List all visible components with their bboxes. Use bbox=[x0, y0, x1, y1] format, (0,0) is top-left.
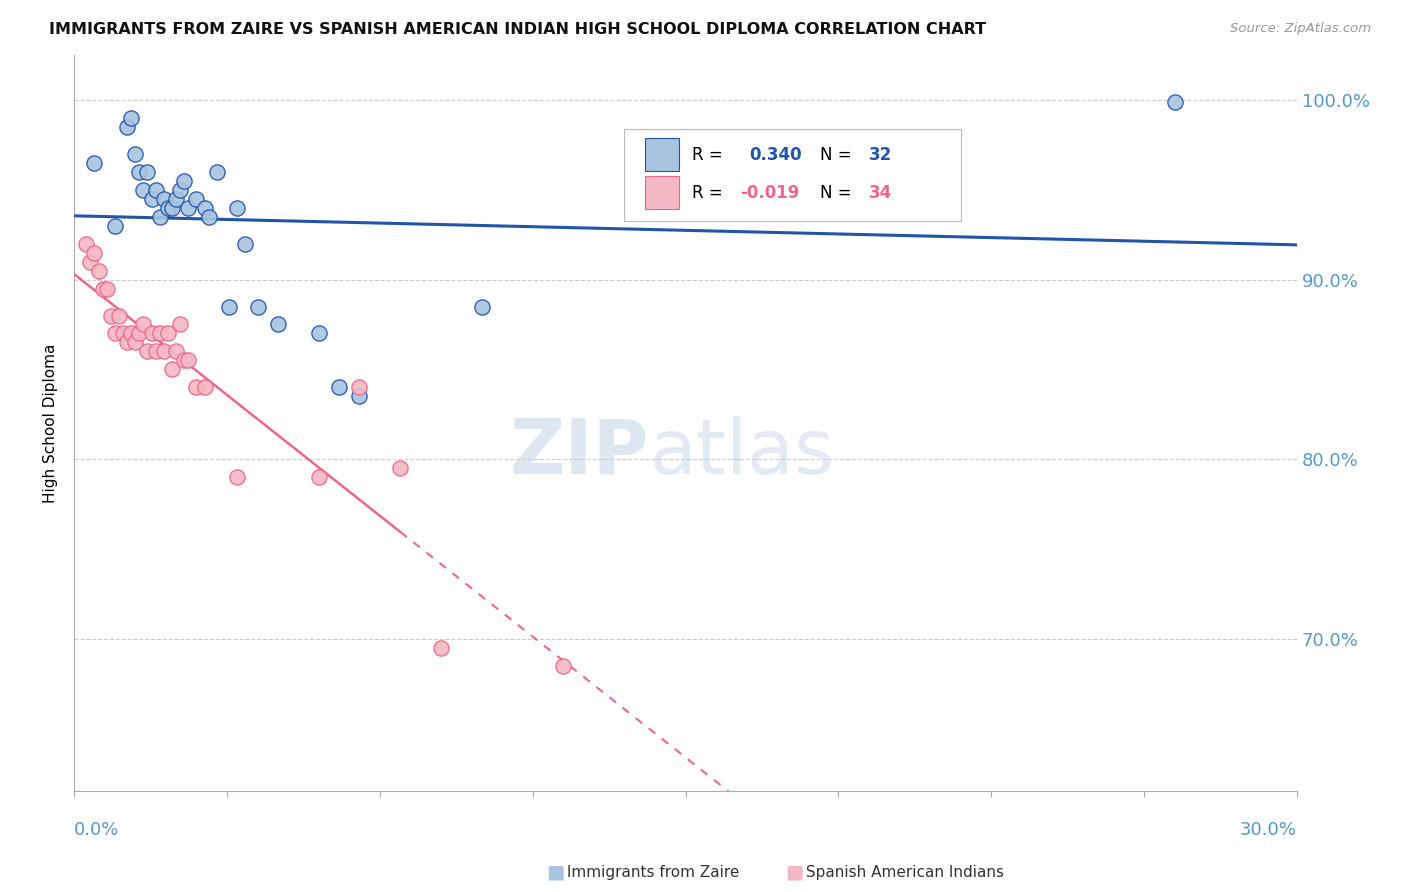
Text: ■: ■ bbox=[785, 863, 804, 882]
Point bbox=[233, 236, 256, 251]
Point bbox=[169, 318, 191, 332]
Point bbox=[197, 210, 219, 224]
Point bbox=[104, 219, 127, 233]
Point bbox=[75, 236, 97, 251]
Point bbox=[128, 326, 150, 341]
Point bbox=[152, 192, 174, 206]
Point bbox=[87, 263, 110, 277]
Point bbox=[160, 362, 183, 376]
Text: 0.340: 0.340 bbox=[749, 145, 801, 163]
Point bbox=[128, 165, 150, 179]
Point bbox=[1164, 95, 1187, 109]
Point bbox=[141, 192, 163, 206]
Point bbox=[218, 300, 240, 314]
Point bbox=[553, 658, 575, 673]
Point bbox=[124, 147, 146, 161]
Point bbox=[471, 300, 494, 314]
Text: 32: 32 bbox=[869, 145, 893, 163]
Point bbox=[226, 201, 249, 215]
Point bbox=[186, 380, 208, 394]
Point bbox=[308, 470, 330, 484]
Point bbox=[177, 201, 200, 215]
Text: Spanish American Indians: Spanish American Indians bbox=[801, 865, 1004, 880]
Bar bbox=[645, 138, 679, 171]
Point bbox=[83, 245, 105, 260]
Point bbox=[152, 344, 174, 359]
Text: Source: ZipAtlas.com: Source: ZipAtlas.com bbox=[1230, 22, 1371, 36]
Point bbox=[132, 183, 155, 197]
Point bbox=[173, 174, 195, 188]
Point bbox=[145, 183, 167, 197]
Point bbox=[349, 389, 371, 403]
Point bbox=[120, 326, 142, 341]
Text: N =: N = bbox=[820, 184, 858, 202]
FancyBboxPatch shape bbox=[624, 128, 960, 221]
Point bbox=[141, 326, 163, 341]
Bar bbox=[645, 177, 679, 210]
Y-axis label: High School Diploma: High School Diploma bbox=[44, 343, 58, 503]
Point bbox=[136, 165, 159, 179]
Point bbox=[169, 183, 191, 197]
Text: R =: R = bbox=[692, 145, 723, 163]
Point bbox=[328, 380, 350, 394]
Point bbox=[100, 309, 122, 323]
Point bbox=[156, 201, 179, 215]
Text: IMMIGRANTS FROM ZAIRE VS SPANISH AMERICAN INDIAN HIGH SCHOOL DIPLOMA CORRELATION: IMMIGRANTS FROM ZAIRE VS SPANISH AMERICA… bbox=[49, 22, 987, 37]
Point bbox=[108, 309, 131, 323]
Text: Immigrants from Zaire: Immigrants from Zaire bbox=[562, 865, 740, 880]
Point bbox=[165, 192, 187, 206]
Point bbox=[177, 353, 200, 368]
Text: ZIP: ZIP bbox=[509, 416, 650, 490]
Text: 30.0%: 30.0% bbox=[1240, 821, 1298, 838]
Point bbox=[226, 470, 249, 484]
Text: 0.0%: 0.0% bbox=[75, 821, 120, 838]
Point bbox=[165, 344, 187, 359]
Point bbox=[79, 254, 101, 268]
Point bbox=[267, 318, 290, 332]
Point bbox=[430, 640, 453, 655]
Point bbox=[115, 335, 138, 350]
Point bbox=[111, 326, 134, 341]
Point bbox=[205, 165, 228, 179]
Point bbox=[115, 120, 138, 134]
Point bbox=[308, 326, 330, 341]
Point bbox=[389, 461, 412, 475]
Point bbox=[186, 192, 208, 206]
Text: N =: N = bbox=[820, 145, 858, 163]
Point bbox=[156, 326, 179, 341]
Text: ■: ■ bbox=[546, 863, 565, 882]
Point bbox=[193, 201, 215, 215]
Point bbox=[149, 326, 172, 341]
Text: 34: 34 bbox=[869, 184, 893, 202]
Point bbox=[91, 282, 114, 296]
Point bbox=[124, 335, 146, 350]
Point bbox=[145, 344, 167, 359]
Point bbox=[96, 282, 118, 296]
Point bbox=[349, 380, 371, 394]
Point bbox=[193, 380, 215, 394]
Point bbox=[132, 318, 155, 332]
Point bbox=[104, 326, 127, 341]
Text: -0.019: -0.019 bbox=[741, 184, 800, 202]
Text: atlas: atlas bbox=[650, 416, 834, 490]
Point bbox=[160, 201, 183, 215]
Point bbox=[120, 111, 142, 125]
Point bbox=[83, 156, 105, 170]
Point bbox=[246, 300, 269, 314]
Point bbox=[136, 344, 159, 359]
Point bbox=[173, 353, 195, 368]
Text: R =: R = bbox=[692, 184, 723, 202]
Point bbox=[149, 210, 172, 224]
